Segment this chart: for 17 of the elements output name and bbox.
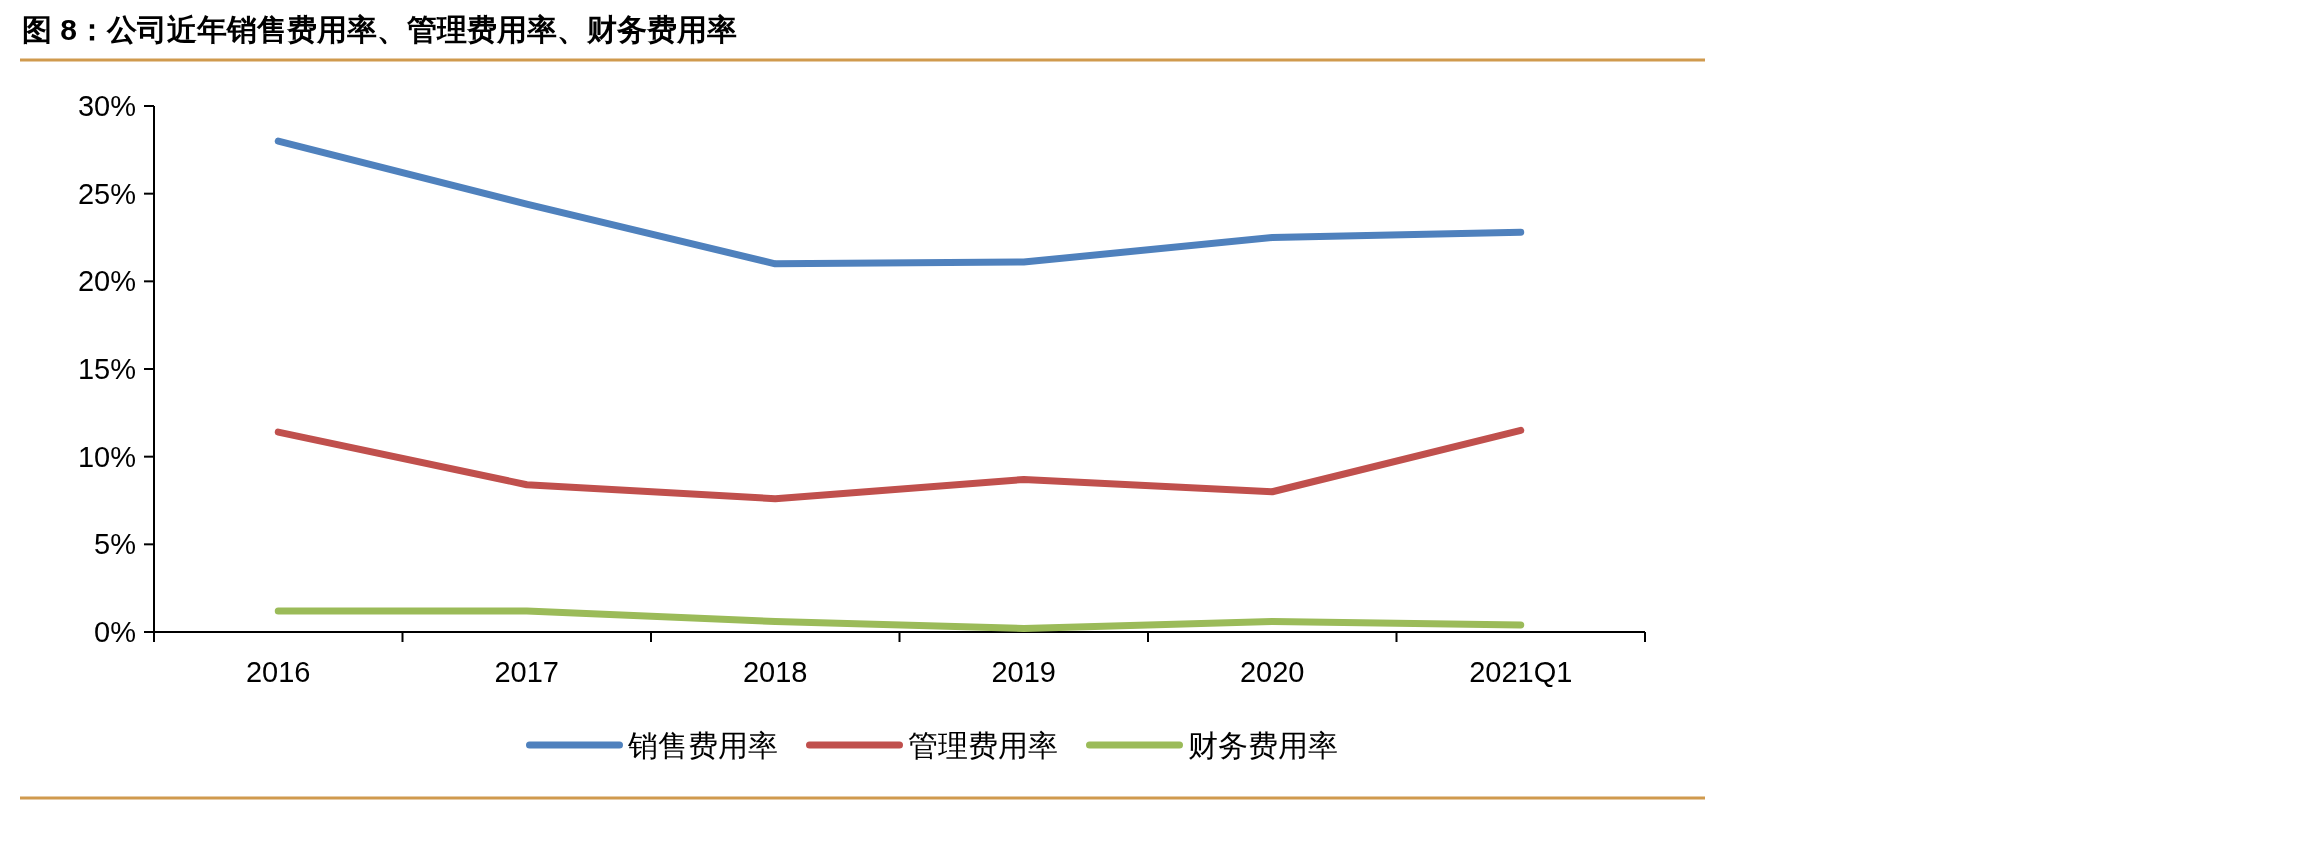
legend-label: 财务费用率	[1187, 728, 1338, 763]
y-tick-label: 30%	[77, 90, 136, 122]
y-tick-label: 15%	[77, 353, 136, 385]
y-tick-label: 20%	[77, 265, 136, 298]
legend-label: 销售费用率	[626, 728, 778, 763]
x-tick-label: 2017	[494, 656, 560, 688]
x-tick-label: 2019	[991, 656, 1057, 688]
legend-label: 管理费用率	[907, 728, 1058, 763]
y-tick-label: 5%	[94, 528, 136, 561]
x-tick-label: 2018	[742, 656, 808, 688]
y-tick-label: 0%	[94, 616, 136, 648]
x-tick-label: 2021Q1	[1469, 656, 1573, 688]
x-tick-label: 2020	[1239, 656, 1305, 688]
chart-title: 图 8：公司近年销售费用率、管理费用率、财务费用率	[22, 13, 738, 46]
y-tick-label: 25%	[77, 177, 136, 210]
y-tick-label: 10%	[77, 440, 136, 473]
x-tick-label: 2016	[245, 656, 311, 688]
